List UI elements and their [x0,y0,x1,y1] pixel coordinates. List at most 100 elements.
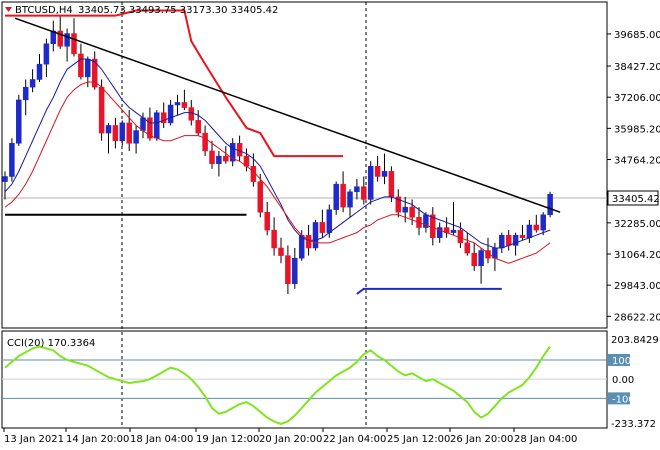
candle-body [347,191,353,208]
candle [202,125,208,157]
candle-body [174,102,181,106]
candle [533,214,540,233]
candle-body [264,211,270,231]
candle-body [98,86,105,134]
price-tick-label: 31064.20 [614,250,660,261]
candle [154,110,160,141]
candle [29,69,36,93]
symbol-label[interactable]: BTCUSD,H4 [15,5,73,16]
cci-level-tag [608,392,630,405]
candle [105,122,112,154]
candle [540,212,546,236]
ohlc-readout: 33405.73 33493.75 33173.30 33405.42 [78,5,278,16]
cci-level-label: -100 [612,394,635,405]
candle [347,189,353,218]
candle-body [499,234,505,249]
candle [264,202,270,236]
candle-body [271,229,277,249]
candle-body [374,166,381,177]
current-price-tag [607,190,659,206]
candle-body [533,224,540,231]
candle-body [526,224,533,239]
candle-body [36,63,43,80]
symbol-dropdown-icon[interactable] [5,7,12,12]
cci-line [4,345,551,425]
candle [340,171,346,213]
candle [216,150,222,177]
candle [333,181,339,215]
candle [471,242,477,271]
candle [22,79,29,116]
candle-body [147,117,153,139]
candle [209,140,215,169]
candle-body [223,155,229,162]
candle [71,18,77,57]
candle [229,138,236,167]
candle [395,189,402,218]
indicator-label: CCI(20) 170.3364 [7,338,95,349]
downtrend-line [14,17,561,213]
candle [57,15,63,49]
candle-body [395,196,402,213]
price-tick-label: 35985.20 [614,124,660,135]
candle [91,51,98,90]
candle-body [305,234,312,249]
candle-body [505,234,512,246]
candle-body [16,99,22,144]
candle-body [216,155,222,164]
time-tick-label: 22 Jan 04:00 [323,434,386,445]
candle-body [133,130,139,144]
candle [36,53,43,83]
candle-body [464,242,471,254]
candle-body [9,143,15,177]
cci-level-label: 100 [612,356,631,367]
candle [367,161,374,205]
candle [519,224,526,241]
candle-body [195,120,201,134]
candle [278,237,284,264]
candle-body [78,53,84,78]
candle-body [361,186,367,200]
candle [167,99,174,126]
candle [381,153,388,185]
candle [271,217,277,256]
price-tick-label: 39685.00 [614,30,660,41]
price-tick-label: 32285.00 [614,219,660,230]
time-tick-label: 25 Jan 12:00 [387,434,450,445]
candle-body [181,102,188,108]
cci-max-label: 203.8429 [611,335,659,346]
candle [512,232,519,256]
cci-min-label: -233.372 [611,419,656,430]
candle-body [71,33,77,55]
price-tick-label: 37206.00 [614,93,660,104]
time-tick-label: 28 Jan 04:00 [514,434,577,445]
candle-body [402,206,408,213]
candle [174,94,181,116]
candle-body [112,125,119,141]
candle-body [457,229,464,244]
candle-body [354,186,360,193]
price-tick-label: 29843.00 [614,281,660,292]
candle [374,156,381,182]
candle-body [209,150,215,164]
current-price-label: 33405.42 [612,194,660,205]
candle [402,196,408,223]
candle-body [381,171,388,177]
candle-body [50,30,57,44]
candle-body [22,86,29,101]
candle-body [2,176,8,182]
candle-body [278,247,284,256]
candle-body [540,214,546,231]
candle [64,28,70,62]
candle [9,138,15,182]
candle-body [236,143,243,157]
candle-body [478,250,484,267]
candle [181,89,188,111]
price-tick-label: 34764.20 [614,156,660,167]
slow-moving-average [4,81,551,264]
candle-body [519,234,526,239]
candle [464,232,471,256]
price-tick-label: 28622.20 [614,312,660,323]
candle [16,94,22,146]
candle-body [202,132,208,152]
